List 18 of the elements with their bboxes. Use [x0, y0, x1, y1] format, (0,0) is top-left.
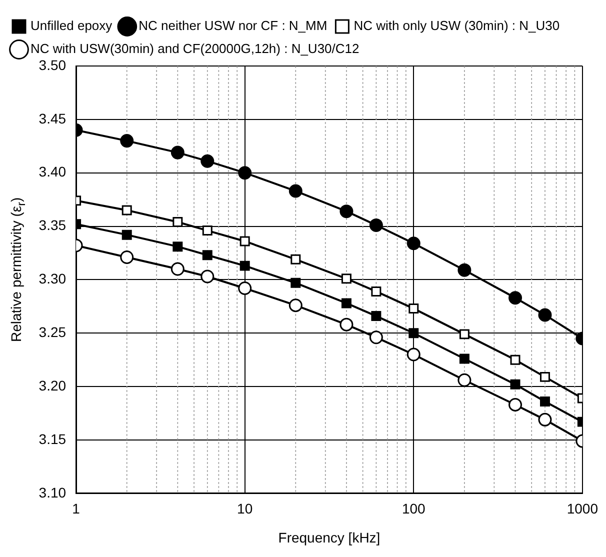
y-tick-label: 3.15	[38, 430, 66, 447]
legend-label: NC with USW(30min) and CF(20000G,12h) : N_U30/C12	[30, 41, 360, 56]
x-tick-label: 100	[402, 500, 426, 517]
y-tick-label: 3.20	[38, 377, 66, 394]
y-tick-label: 3.45	[38, 110, 66, 126]
x-axis-title: Frequency [kHz]	[278, 529, 380, 546]
y-tick-label: 3.40	[38, 164, 66, 180]
y-tick-label: 3.25	[38, 324, 66, 340]
y-tick-label: 3.50	[38, 56, 66, 73]
x-tick-label: 1	[72, 500, 80, 517]
y-tick-label: 3.35	[38, 217, 66, 234]
legend-label: Unfilled epoxy	[30, 18, 113, 34]
legend-label: NC with only USW (30min) : N_U30	[354, 18, 560, 34]
y-tick-label: 3.10	[38, 484, 66, 500]
x-tick-label: 1000	[566, 500, 598, 517]
y-tick-label: 3.30	[38, 270, 66, 287]
legend-label: NC neither USW nor CF : N_MM	[138, 18, 328, 34]
x-tick-label: 10	[237, 500, 253, 517]
